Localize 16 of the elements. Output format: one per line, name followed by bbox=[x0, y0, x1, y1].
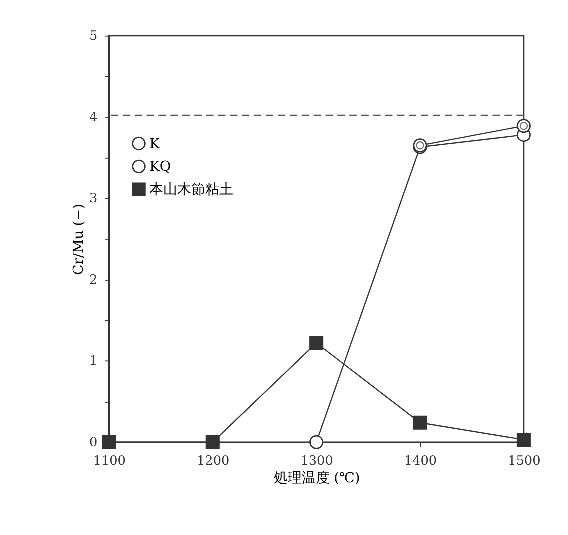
x-tick-label: 1500 bbox=[508, 454, 541, 469]
x-tick-label: 1200 bbox=[197, 454, 230, 469]
legend-label: KQ bbox=[150, 159, 172, 176]
y-tick-label: 2 bbox=[90, 272, 98, 288]
y-tick-label: 4 bbox=[90, 110, 98, 126]
x-tick-label: 1400 bbox=[404, 454, 438, 469]
legend-label: 本山木節粘土 bbox=[150, 182, 234, 198]
y-tick-label: 0 bbox=[90, 436, 98, 451]
x-tick-label: 1100 bbox=[93, 454, 126, 469]
legend-label: K bbox=[150, 136, 161, 152]
x-axis-title: 処理温度 (℃) bbox=[274, 470, 360, 486]
y-tick-label: 1 bbox=[90, 354, 98, 370]
x-tick-label: 1300 bbox=[300, 454, 334, 469]
y-tick-label: 5 bbox=[90, 29, 98, 44]
y-axis-title: Cr/Mu (−) bbox=[71, 204, 88, 276]
y-tick-label: 3 bbox=[90, 192, 98, 207]
